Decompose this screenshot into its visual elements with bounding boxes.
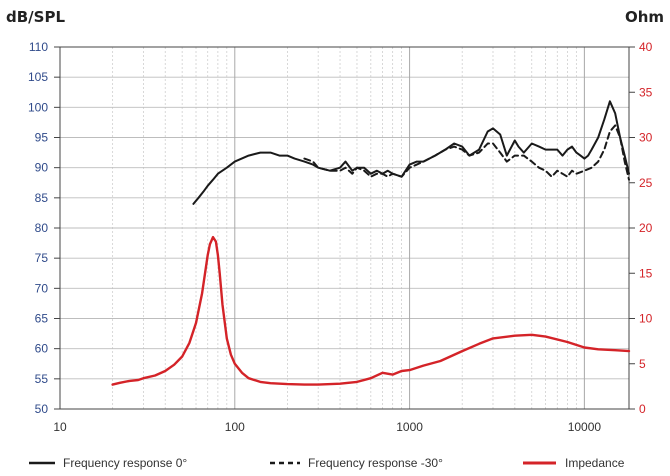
left-tick-label: 110 — [29, 40, 48, 54]
left-tick-label: 80 — [35, 221, 49, 235]
left-tick-label: 90 — [35, 161, 49, 175]
x-tick-label: 1000 — [396, 420, 423, 434]
left-tick-label: 55 — [35, 372, 49, 386]
left-tick-label: 65 — [35, 312, 49, 326]
right-tick-label: 25 — [639, 176, 653, 190]
impedance-line — [111, 235, 631, 386]
x-tick-label: 10 — [53, 420, 67, 434]
left-tick-label: 100 — [28, 100, 48, 114]
left-tick-label: 95 — [35, 131, 49, 145]
left-tick-label: 85 — [35, 191, 49, 205]
x-axis-ticks: 10 100 1000 10000 — [53, 420, 601, 434]
series-layer — [111, 100, 631, 386]
legend-label-impedance: Impedance — [565, 456, 625, 470]
right-tick-label: 0 — [639, 402, 646, 416]
left-tick-label: 105 — [28, 70, 48, 84]
left-tick-label: 60 — [35, 342, 49, 356]
x-tick-label: 10000 — [568, 420, 602, 434]
right-tick-label: 35 — [639, 85, 653, 99]
right-axis-ticks: 0 5 10 15 20 25 30 35 40 — [629, 40, 653, 416]
left-tick-label: 70 — [35, 281, 49, 295]
right-tick-label: 5 — [639, 357, 646, 371]
legend-label-fr30: Frequency response -30° — [308, 456, 443, 470]
right-tick-label: 40 — [639, 40, 653, 54]
legend: Frequency response 0° Frequency response… — [29, 456, 625, 470]
right-tick-label: 10 — [639, 312, 653, 326]
left-axis-title: dB/SPL — [6, 8, 65, 26]
right-axis-title: Ohm — [625, 8, 664, 26]
legend-label-fr0: Frequency response 0° — [63, 456, 187, 470]
right-tick-label: 15 — [639, 266, 653, 280]
right-tick-label: 30 — [639, 131, 653, 145]
right-tick-label: 20 — [639, 221, 653, 235]
frequency-response-30-line — [303, 124, 630, 181]
x-tick-label: 100 — [225, 420, 245, 434]
left-tick-label: 50 — [35, 402, 49, 416]
left-tick-label: 75 — [35, 251, 49, 265]
left-axis-ticks: 50 55 60 65 70 75 80 85 90 95 100 105 110 — [28, 40, 60, 416]
